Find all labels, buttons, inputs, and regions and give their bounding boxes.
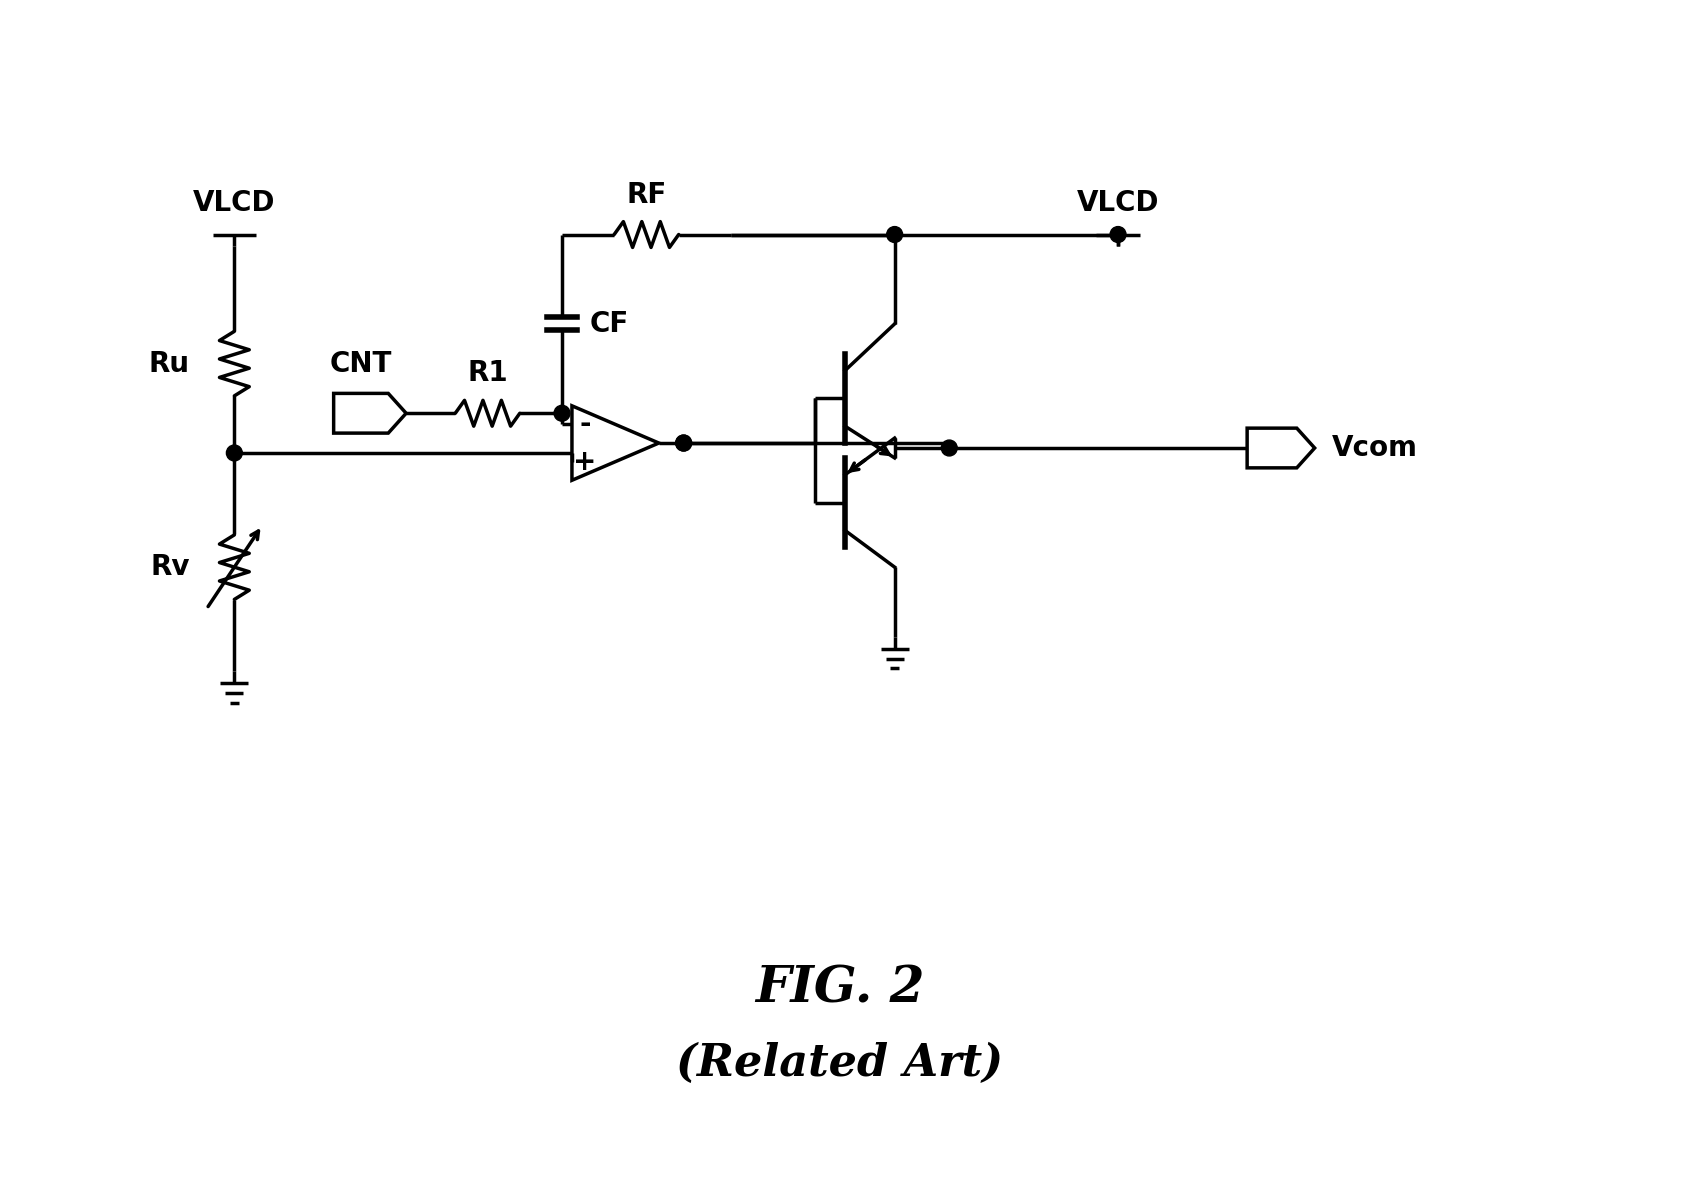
Text: CF: CF [590, 310, 629, 338]
Text: Vcom: Vcom [1331, 434, 1417, 463]
Circle shape [676, 435, 692, 451]
Text: CNT: CNT [330, 351, 392, 379]
Circle shape [676, 435, 692, 451]
Text: Rv: Rv [150, 553, 189, 581]
Circle shape [942, 440, 957, 455]
Text: VLCD: VLCD [1077, 188, 1160, 217]
Circle shape [227, 445, 242, 461]
Text: R1: R1 [467, 359, 507, 387]
Text: (Related Art): (Related Art) [676, 1042, 1003, 1085]
Text: -: - [578, 410, 590, 438]
Circle shape [886, 227, 903, 242]
Text: VLCD: VLCD [193, 188, 276, 217]
Text: FIG. 2: FIG. 2 [756, 965, 925, 1013]
Circle shape [1109, 227, 1126, 242]
Text: RF: RF [626, 181, 666, 208]
Circle shape [555, 405, 570, 421]
Text: +: + [573, 448, 597, 476]
Text: Ru: Ru [149, 350, 189, 378]
